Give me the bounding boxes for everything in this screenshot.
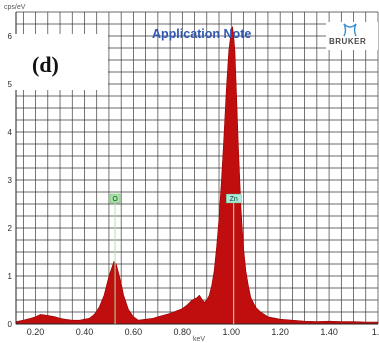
application-note-title: Application Note [152, 27, 251, 41]
panel-label-background [14, 34, 108, 90]
bruker-emblem-icon [343, 23, 357, 37]
x-tick-label: 1.6 [372, 327, 379, 337]
peak-label-zn: Zn [225, 193, 242, 324]
peak-tag-background [109, 193, 121, 204]
x-tick-label: 0.60 [125, 327, 143, 337]
peak-markers: O Zn [109, 193, 242, 324]
spectrum-fill [15, 26, 379, 325]
y-tick-label: 4 [8, 128, 13, 137]
x-tick-label: 1.40 [320, 327, 338, 337]
y-tick-label: 0 [8, 320, 13, 329]
peak-tag-text: Zn [230, 196, 238, 203]
x-tick-label: 1.20 [271, 327, 289, 337]
spectrum-area [15, 26, 379, 325]
y-tick-label: 3 [8, 176, 13, 185]
logo-text: BRUKER [329, 37, 366, 46]
panel-label: (d) [32, 52, 59, 77]
y-tick-label: 1 [8, 272, 13, 281]
x-tick-label: 0.80 [174, 327, 192, 337]
peak-label-o: O [109, 193, 121, 324]
x-tick-label: 0.40 [76, 327, 94, 337]
x-tick-label: 0.20 [27, 327, 45, 337]
x-tick-label: 1.00 [222, 327, 240, 337]
y-tick-label: 5 [8, 80, 13, 89]
peak-tag-background [225, 193, 242, 204]
y-tick-label: 6 [8, 32, 13, 41]
y-tick-label: 2 [8, 224, 13, 233]
tick-labels: 0 1 2 3 4 5 6 0.20 0.40 0.60 0.80 1.00 1.20 1.40 1.6 [8, 32, 379, 337]
bruker-logo: BRUKER [326, 22, 378, 50]
peak-tag-text: O [112, 196, 118, 203]
panel-label-box: (d) [14, 34, 108, 90]
x-axis-label: keV [193, 336, 205, 343]
y-axis-label: cps/eV [4, 4, 26, 11]
